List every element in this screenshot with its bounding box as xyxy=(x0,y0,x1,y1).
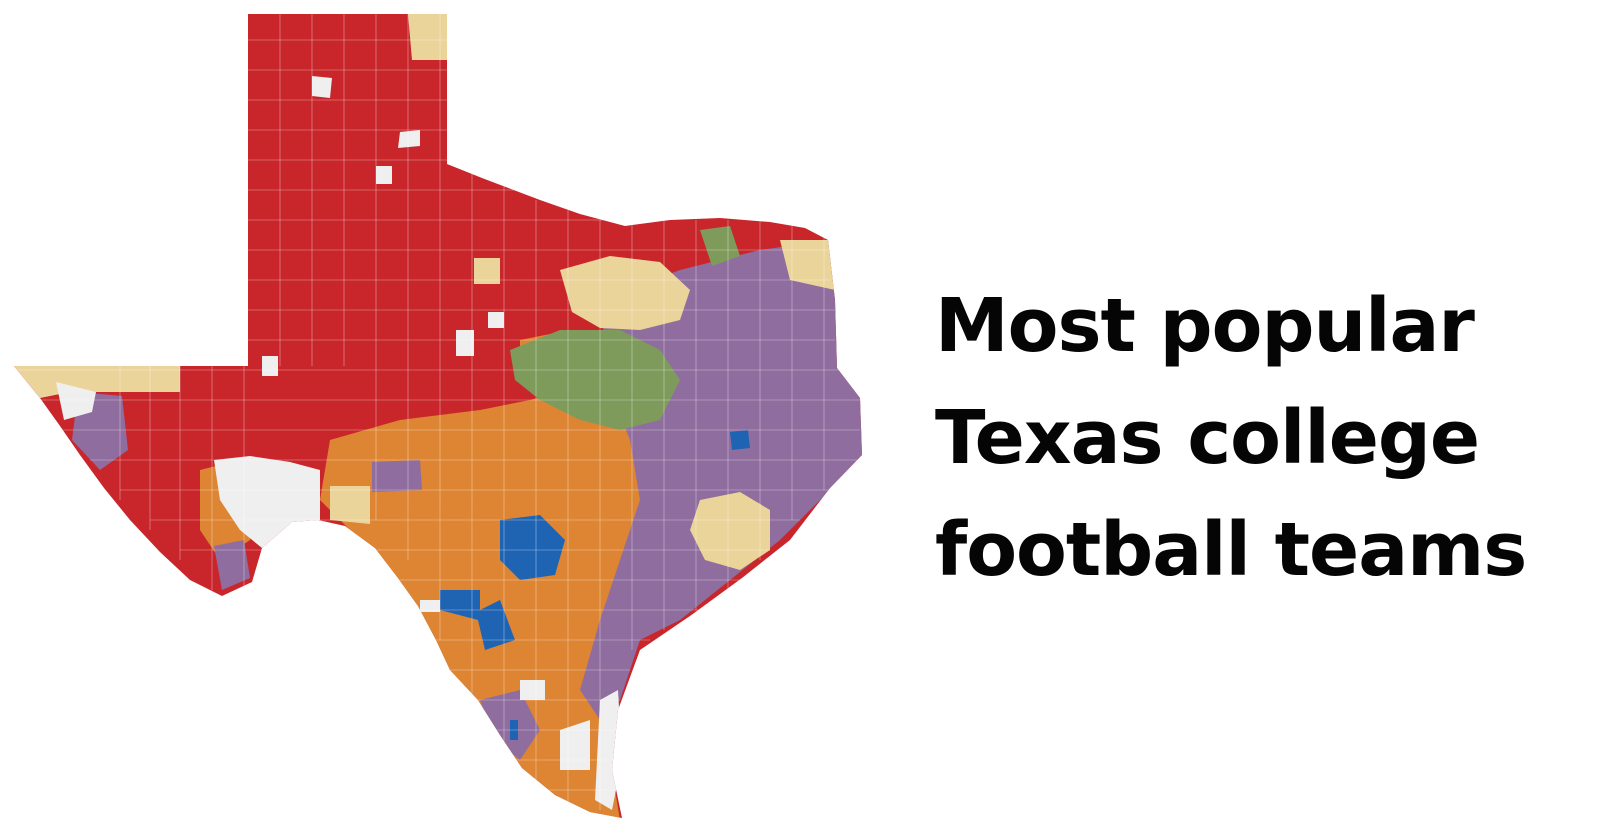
title-line-1: Most popular xyxy=(935,283,1475,369)
purple-region-midwest xyxy=(372,460,422,492)
tan-region-dfw xyxy=(560,256,690,330)
green-region xyxy=(510,330,680,430)
green-region-ne xyxy=(700,226,740,266)
tan-region-north xyxy=(474,258,500,284)
tan-region-west xyxy=(330,486,370,524)
texas-map xyxy=(14,14,862,818)
nodata-region-trans-pecos xyxy=(214,456,320,548)
tan-region-houston xyxy=(690,492,770,570)
nodata-region-panhandle-3 xyxy=(376,166,392,184)
blue-region-sa xyxy=(500,515,565,580)
nodata-region-south xyxy=(560,720,590,770)
nodata-region-west-2 xyxy=(456,330,474,356)
tan-region-panhandle-ne xyxy=(408,14,447,60)
blue-region-east xyxy=(730,430,750,450)
purple-region-bigbend-2 xyxy=(214,540,250,590)
nodata-region-panhandle-2 xyxy=(398,130,420,148)
map-regions xyxy=(14,14,862,818)
nodata-region-central-1 xyxy=(488,312,504,328)
map-title: Most popular Texas college football team… xyxy=(935,270,1575,606)
nodata-region-south-2 xyxy=(520,680,545,700)
nodata-region-sw xyxy=(420,600,440,612)
tan-region-ne-corner xyxy=(780,240,835,290)
title-line-3: football teams xyxy=(935,507,1527,593)
blue-region-south xyxy=(440,590,515,650)
nodata-region-elpaso-south xyxy=(56,382,96,420)
nodata-region-west-1 xyxy=(262,356,278,376)
tan-region-elpaso xyxy=(14,366,180,398)
nodata-region-panhandle-1 xyxy=(312,76,332,98)
title-line-2: Texas college xyxy=(935,395,1480,481)
texas-map-svg xyxy=(14,14,862,818)
county-lines xyxy=(14,14,860,810)
